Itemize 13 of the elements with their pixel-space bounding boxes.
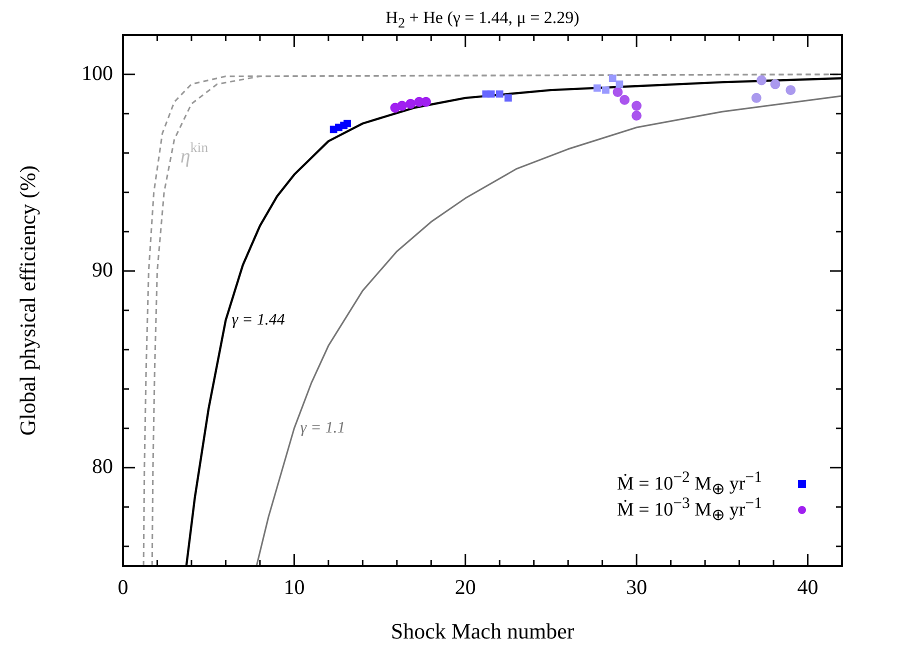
annotation: γ = 1.44 [232, 311, 285, 328]
x-tick-label: 30 [626, 575, 648, 600]
x-tick-label: 40 [797, 575, 818, 600]
x-tick-label: 10 [284, 575, 305, 600]
y-axis-title: Global physical efficiency (%) [14, 165, 40, 436]
x-tick-label: 0 [118, 575, 128, 600]
chart-title: H$_{2}$ + He (γ = 1.44, μ = 2.29) [384, 8, 580, 32]
y-tick-label: 80 [92, 454, 113, 478]
x-tick-label: 20 [454, 575, 476, 600]
x-axis-title: Shock Mach number [390, 618, 575, 644]
y-tick-label: 90 [92, 258, 113, 282]
annotation: γ = 1.1 [300, 420, 346, 437]
y-tick-label: 100 [82, 60, 113, 85]
